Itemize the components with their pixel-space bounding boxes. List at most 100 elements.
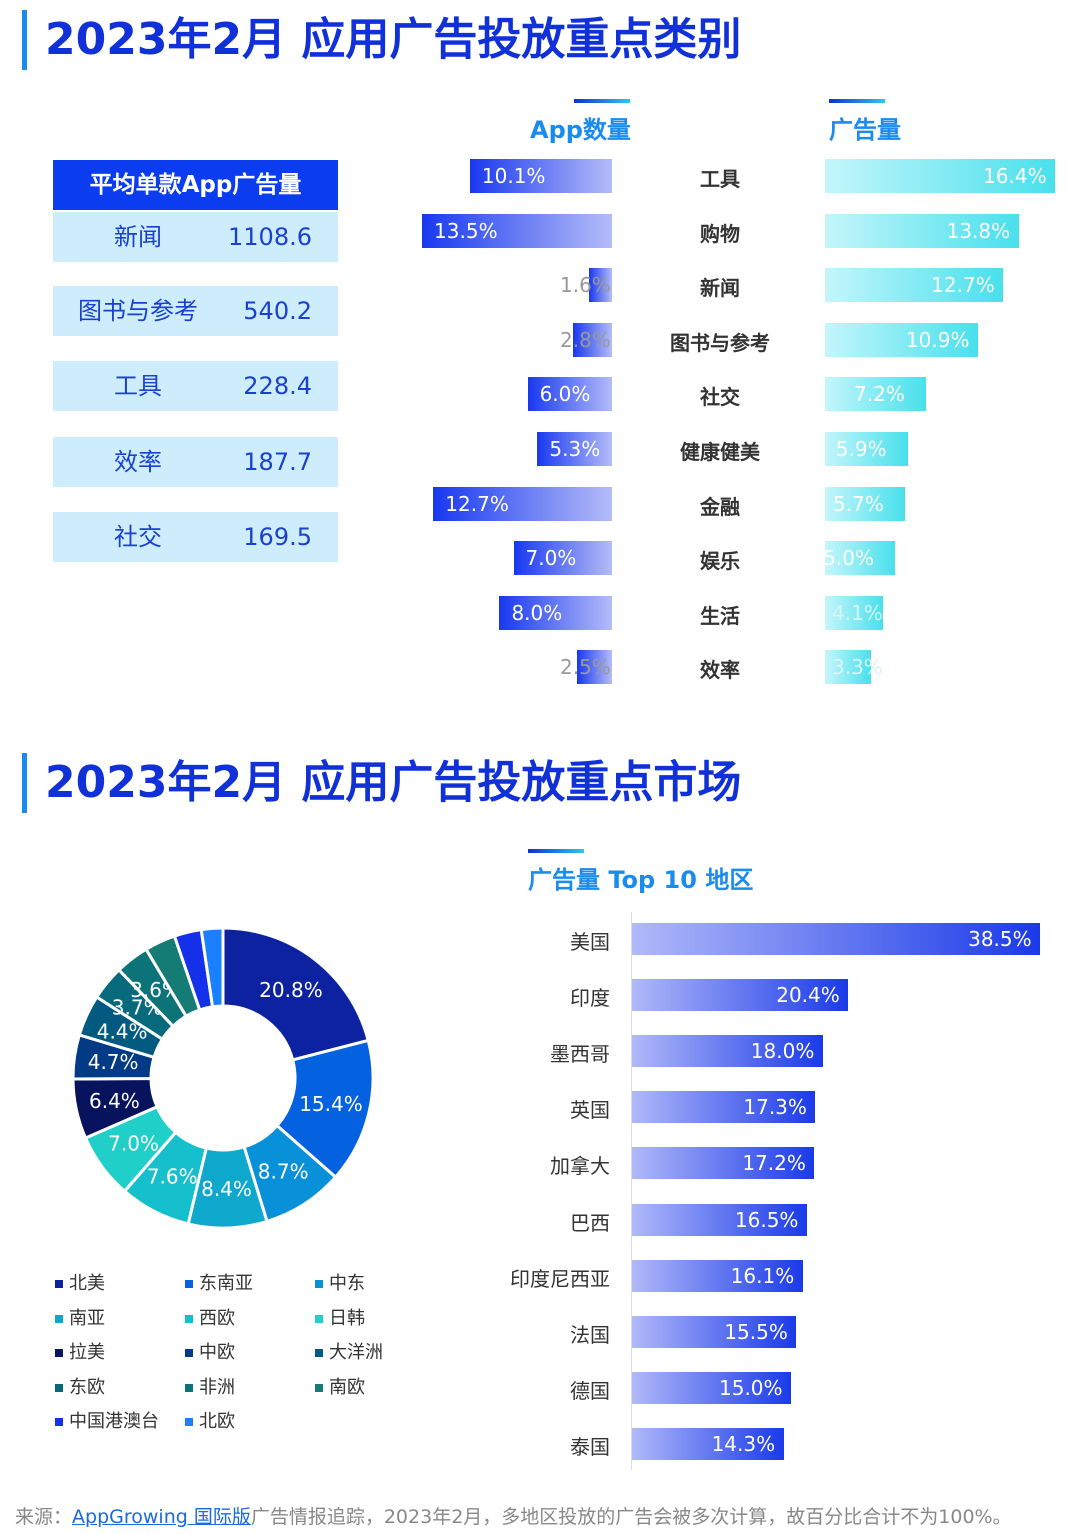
ads-bar	[825, 213, 1019, 248]
divider	[574, 99, 630, 103]
app-bar-label: 13.5%	[434, 218, 498, 243]
category-label: 新闻	[700, 276, 740, 301]
app-bar	[469, 159, 612, 193]
footer: 来源：AppGrowing 国际版广告情报追踪，2023年2月，多地区投放的广告…	[15, 1502, 1012, 1529]
region-label: 德国	[570, 1378, 610, 1403]
region-label: 法国	[570, 1322, 610, 1347]
table-cell-value: 187.7	[243, 448, 312, 476]
region-bar	[632, 1203, 807, 1236]
legend-label: 南亚	[69, 1307, 105, 1329]
region-bar	[632, 1371, 791, 1404]
app-bar	[433, 486, 612, 521]
legend-swatch-icon	[185, 1349, 193, 1357]
legend-item: 北欧	[185, 1407, 235, 1433]
region-bar	[632, 1035, 823, 1068]
app-bar-label: 1.6%	[560, 273, 611, 298]
region-bar	[632, 1147, 815, 1180]
region-bar	[632, 1259, 803, 1292]
legend-label: 拉美	[69, 1342, 105, 1363]
region-bar-label: 15.0%	[719, 1375, 783, 1400]
region-label: 美国	[570, 930, 610, 954]
legend-swatch-icon	[315, 1314, 323, 1323]
app-bar-label: 2.5%	[560, 655, 611, 680]
legend-swatch-icon	[55, 1314, 63, 1323]
table-cell-value: 228.4	[243, 372, 312, 400]
legend-item: 南欧	[315, 1373, 365, 1399]
donut-label: 6.4%	[89, 1089, 140, 1113]
legend-label: 北美	[69, 1273, 105, 1294]
region-bar-label: 16.5%	[734, 1207, 799, 1232]
table-header: 平均单款App广告量	[53, 160, 338, 210]
ads-bar-label: 7.2%	[854, 382, 905, 407]
region-bar-label: 18.0%	[750, 1039, 815, 1064]
app-bar-label: 5.3%	[549, 437, 601, 461]
series-label-app: App数量	[530, 116, 631, 144]
legend-item: 东南亚	[185, 1269, 253, 1295]
region-chart-title: 广告量 Top 10 地区	[528, 866, 754, 894]
table-cell-name: 图书与参考	[78, 297, 198, 325]
category-label: 效率	[700, 658, 740, 683]
legend-swatch-icon	[55, 1418, 63, 1426]
app-bar-label: 6.0%	[539, 382, 591, 407]
table-cell-value: 540.2	[243, 297, 312, 325]
category-label: 社交	[700, 385, 740, 410]
legend-item: 中国港澳台	[55, 1407, 159, 1433]
legend-item: 拉美	[55, 1338, 105, 1364]
legend-label: 北欧	[199, 1411, 235, 1432]
ads-bar-label: 16.4%	[983, 164, 1047, 188]
ads-bar-label: 5.7%	[832, 491, 884, 516]
region-label: 巴西	[570, 1210, 610, 1235]
table-cell-value: 1108.6	[228, 223, 312, 251]
legend-label: 中国港澳台	[69, 1411, 159, 1432]
table-cell-name: 社交	[114, 523, 162, 551]
legend-swatch-icon	[185, 1383, 193, 1392]
table-cell-name: 效率	[114, 448, 162, 476]
legend-item: 中东	[315, 1269, 365, 1295]
category-label: 金融	[700, 494, 740, 519]
app-bar-label: 10.1%	[481, 164, 546, 188]
source-link[interactable]: AppGrowing 国际版	[72, 1506, 251, 1528]
ads-bar-label: 3.3%	[832, 655, 883, 680]
ads-bar	[825, 486, 905, 521]
region-label: 墨西哥	[550, 1042, 610, 1067]
category-label: 健康健美	[680, 440, 760, 464]
table-row: 社交 169.5	[53, 512, 338, 562]
app-bar-label: 12.7%	[445, 491, 509, 516]
legend-swatch-icon	[315, 1280, 323, 1288]
section2-title: 2023年2月 应用广告投放重点市场	[22, 753, 741, 813]
region-bar-label: 16.1%	[730, 1263, 795, 1288]
legend-label: 日韩	[329, 1307, 365, 1329]
legend-swatch-icon	[185, 1418, 193, 1426]
donut-slice-北美	[221, 926, 371, 1062]
app-bar	[527, 377, 612, 412]
ads-bar	[825, 650, 872, 685]
legend-swatch-icon	[185, 1280, 193, 1288]
region-bar-label: 15.5%	[724, 1319, 788, 1344]
legend-item: 日韩	[315, 1304, 365, 1330]
region-bar-label: 17.3%	[743, 1095, 807, 1120]
region-label: 泰国	[570, 1434, 610, 1459]
legend-label: 南欧	[329, 1376, 365, 1398]
category-label: 工具	[700, 167, 740, 191]
ads-bar	[825, 377, 927, 412]
app-bar	[576, 650, 612, 685]
legend-label: 中欧	[199, 1342, 235, 1363]
table-cell-name: 工具	[114, 372, 162, 400]
legend-item: 东欧	[55, 1373, 105, 1399]
region-bar	[632, 979, 849, 1012]
legend-swatch-icon	[55, 1383, 63, 1392]
divider	[528, 849, 584, 853]
table-row: 效率 187.7	[53, 437, 338, 487]
donut-slice-东南亚	[274, 1038, 375, 1180]
category-label: 生活	[700, 603, 740, 628]
category-label: 娱乐	[700, 549, 740, 574]
legend-swatch-icon	[55, 1280, 63, 1288]
legend-swatch-icon	[185, 1314, 193, 1323]
category-label: 购物	[700, 221, 740, 246]
region-bar-label: 14.3%	[711, 1431, 776, 1456]
ads-bar	[825, 322, 978, 357]
table-row: 新闻 1108.6	[53, 212, 338, 262]
app-bar-label: 2.8%	[560, 327, 611, 352]
region-label: 英国	[570, 1098, 610, 1123]
region-bar	[632, 1315, 797, 1348]
